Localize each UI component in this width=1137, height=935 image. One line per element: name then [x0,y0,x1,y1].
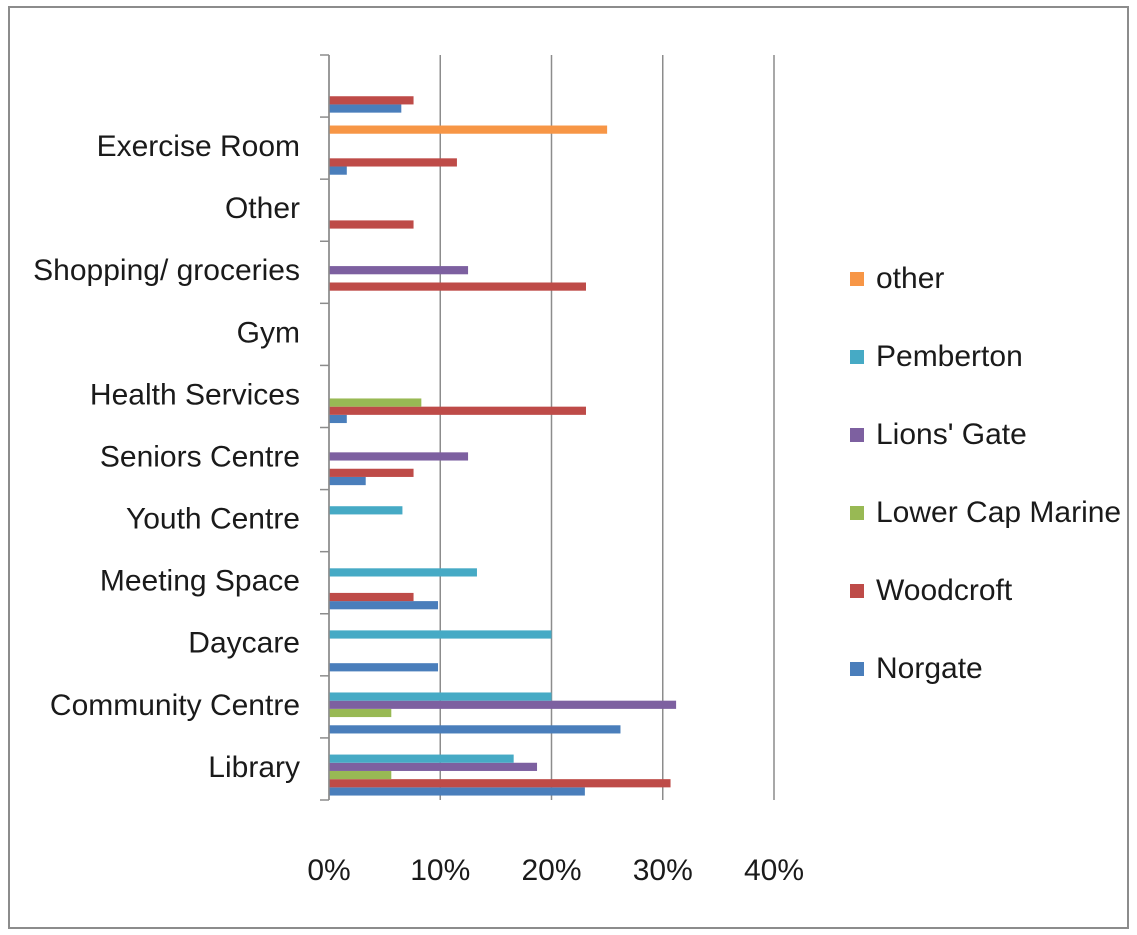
chart-frame: Library Community Centre Daycare Meeting Sp… [8,6,1129,929]
legend-label-lions-gate: Lions' Gate [876,418,1027,451]
legend-swatch-woodcroft [850,584,864,598]
bar-health-services-woodcroft [329,406,586,415]
legend-swatch-lions-gate [850,428,864,442]
bar-seniors-centre-norgate [329,476,366,486]
bar-library-norgate [329,787,585,796]
bar-meeting-space-pemberton [329,568,477,577]
bar-seniors-centre-lions-gate [329,452,469,461]
bars [329,96,677,796]
legend-label-other: other [876,262,944,295]
bar-library-pemberton [329,754,514,763]
legend-label-pemberton: Pemberton [876,340,1023,373]
bar-youth-centre-pemberton [329,506,403,515]
legend-swatch-lower-cap-marine [850,506,864,520]
bar-community-centre-norgate [329,725,621,734]
bar-community-centre-lower-cap-marine [329,708,392,718]
category-label-other: Other [225,192,300,225]
x-tick-label-40: 40% [744,854,804,887]
bar-exercise-room-other [329,125,608,134]
bar-exercise-room-woodcroft [329,158,457,167]
bar-daycare-norgate [329,663,439,672]
x-tick-label-0: 0% [307,854,350,887]
category-label-daycare: Daycare [188,627,300,660]
bar-top-group-norgate [329,104,402,113]
category-label-library: Library [208,751,300,784]
category-label-gym: Gym [237,316,300,349]
legend-swatch-other [850,272,864,286]
x-tick-label-20: 20% [521,854,581,887]
bar-exercise-room-norgate [329,166,347,175]
bar-meeting-space-norgate [329,601,439,610]
category-label-meeting-space: Meeting Space [100,565,300,598]
category-axis [320,54,330,801]
bar-seniors-centre-woodcroft [329,468,414,477]
bar-library-lions-gate [329,762,538,771]
bar-health-services-norgate [329,414,347,424]
bar-library-woodcroft [329,779,671,788]
legend: other Pemberton Lions' Gate Lower Cap Marin… [850,262,1121,685]
legend-swatch-norgate [850,662,864,676]
x-tick-labels: 0% 10% 20% 30% 40% [307,854,804,887]
bar-library-lower-cap-marine [329,770,392,780]
category-label-exercise-room: Exercise Room [97,130,300,163]
bar-top-group-woodcroft [329,96,414,105]
bar-shopping-groceries-woodcroft [329,282,586,291]
bar-health-services-lower-cap-marine [329,398,422,407]
gridlines [328,55,775,800]
bar-community-centre-pemberton [329,692,552,701]
bar-meeting-space-woodcroft [329,592,414,602]
category-labels: Library Community Centre Daycare Meeting Sp… [33,130,300,784]
category-label-community-centre: Community Centre [50,689,300,722]
x-tick-label-10: 10% [410,854,470,887]
bar-chart: Library Community Centre Daycare Meeting Sp… [33,54,1121,887]
legend-label-norgate: Norgate [876,652,983,685]
category-label-youth-centre: Youth Centre [126,503,300,536]
category-label-health-services: Health Services [90,378,300,411]
x-tick-label-30: 30% [633,854,693,887]
category-label-seniors-centre: Seniors Centre [100,440,300,473]
bar-community-centre-lions-gate [329,700,677,709]
bar-shopping-groceries-lions-gate [329,266,469,275]
bar-other-woodcroft [329,220,414,229]
legend-label-lower-cap-marine: Lower Cap Marine [876,496,1121,529]
category-label-shopping-groceries: Shopping/ groceries [33,254,300,287]
bar-daycare-pemberton [329,630,552,639]
legend-label-woodcroft: Woodcroft [876,574,1013,607]
legend-swatch-pemberton [850,350,864,364]
